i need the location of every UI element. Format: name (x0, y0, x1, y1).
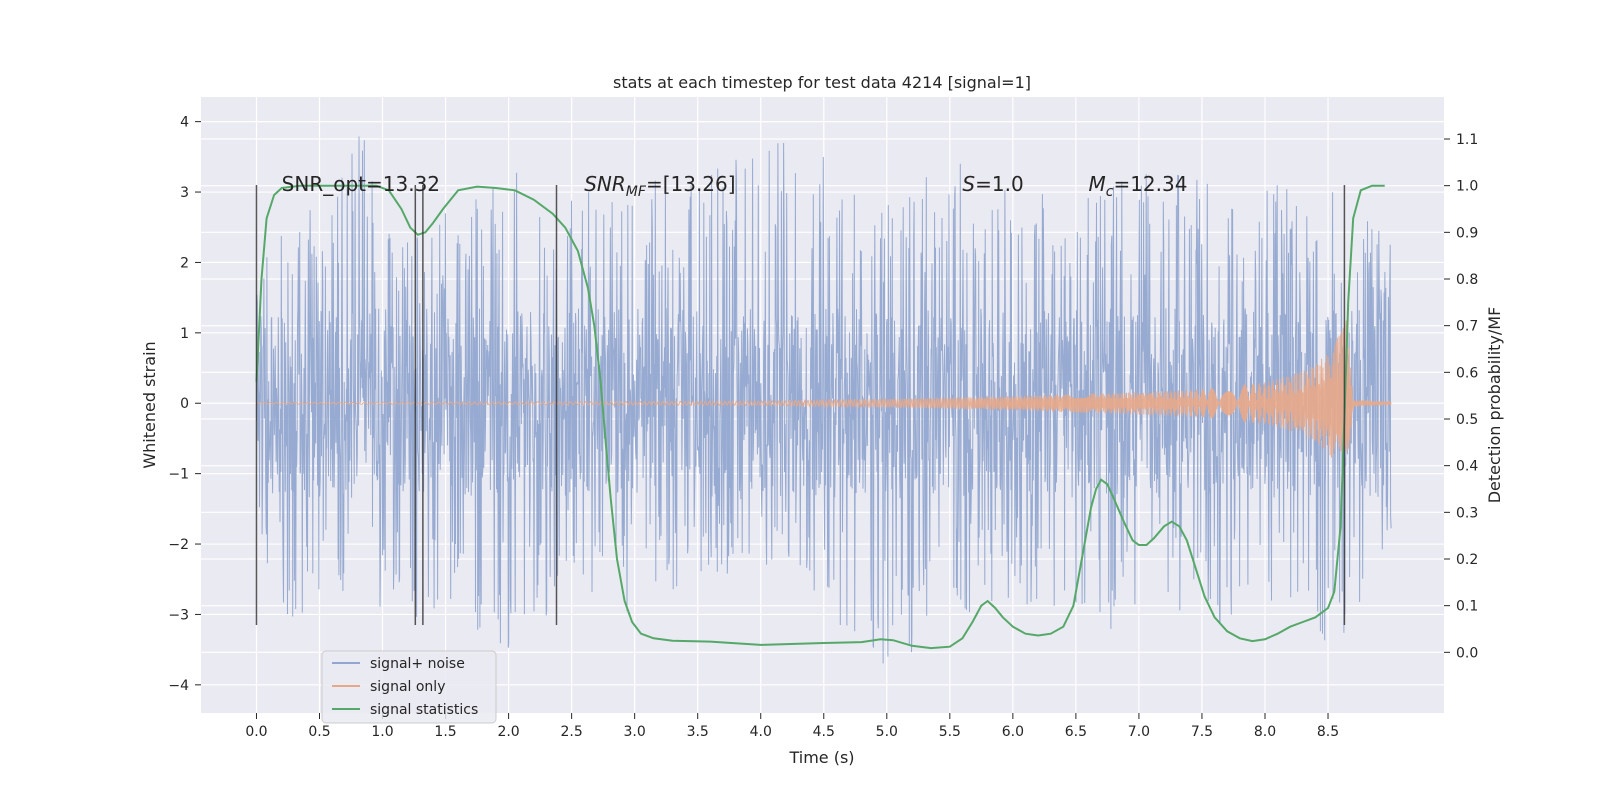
ticks: 0.0 0.5 1.0 1.5 2.0 2.5 3.0 3.5 4.0 4.5 5.0 5.5 6.0 6… (168, 115, 1478, 740)
y-tick-label-left: −2 (168, 537, 189, 553)
x-tick-label: 8.5 (1317, 724, 1339, 740)
x-tick-label: 2.5 (560, 724, 582, 740)
legend-label-signal-only: signal only (370, 679, 445, 695)
annotations: SNR_opt=13.32 SNRMF=[13.26] S=1.0 Mc=12.34 (282, 172, 1188, 200)
y-tick-label-left: −4 (168, 678, 189, 694)
y-tick-label-left: −1 (168, 467, 189, 483)
y-tick-label-right: 1.1 (1456, 132, 1478, 148)
y-tick-label-right: 0.1 (1456, 599, 1478, 615)
annotation-label: SNRMF=[13.26] (584, 172, 735, 200)
y-tick-label-right: 0.5 (1456, 412, 1478, 428)
x-tick-label: 0.5 (308, 724, 330, 740)
y-tick-label-right: 0.9 (1456, 225, 1478, 241)
y-tick-label-right: 0.3 (1456, 505, 1478, 521)
y-tick-label-left: −3 (168, 607, 189, 623)
annotation-label: SNR_opt=13.32 (282, 172, 440, 196)
x-tick-label: 7.0 (1128, 724, 1150, 740)
x-tick-label: 6.5 (1065, 724, 1087, 740)
y-tick-label-right: 0.4 (1456, 459, 1478, 475)
y-tick-label-left: 1 (180, 326, 189, 342)
x-axis-label: Time (s) (788, 748, 854, 767)
y-tick-label-right: 1.0 (1456, 179, 1478, 195)
annotation-label: S=1.0 (962, 172, 1023, 196)
x-tick-label: 0.0 (245, 724, 267, 740)
y-tick-label-right: 0.2 (1456, 552, 1478, 568)
x-tick-label: 3.0 (624, 724, 646, 740)
series-signal-noise (256, 136, 1392, 664)
y-tick-label-left: 0 (180, 396, 189, 412)
vertical-markers (255, 185, 1346, 625)
annotation-label: Mc=12.34 (1088, 172, 1187, 200)
legend-box (321, 650, 497, 724)
legend: signal+ noise signal only signal statist… (321, 650, 497, 724)
x-tick-label: 1.5 (434, 724, 456, 740)
y-tick-label-left: 2 (180, 255, 189, 271)
y-tick-label-right: 0.6 (1456, 365, 1478, 381)
y-tick-label-right: 0.0 (1456, 645, 1478, 661)
x-tick-label: 5.5 (939, 724, 961, 740)
legend-label-signal-noise: signal+ noise (370, 656, 465, 672)
x-tick-label: 5.0 (876, 724, 898, 740)
y-tick-label-right: 0.8 (1456, 272, 1478, 288)
chart-title: stats at each timestep for test data 421… (613, 73, 1031, 92)
series-signal-statistics (255, 184, 1385, 650)
y-axis-label-left: Whitened strain (140, 341, 159, 468)
x-tick-label: 4.5 (813, 724, 835, 740)
y-tick-label-left: 4 (180, 115, 189, 131)
legend-label-signal-statistics: signal statistics (370, 702, 478, 718)
x-tick-label: 3.5 (687, 724, 709, 740)
y-axis-label-right: Detection probability/MF (1485, 307, 1504, 504)
x-tick-label: 7.5 (1191, 724, 1213, 740)
x-tick-label: 2.0 (497, 724, 519, 740)
series-layer (255, 136, 1392, 664)
y-tick-label-right: 0.7 (1456, 319, 1478, 335)
x-tick-label: 4.0 (750, 724, 772, 740)
series-signal-only (256, 320, 1392, 458)
x-tick-label: 6.0 (1002, 724, 1024, 740)
x-tick-label: 1.0 (371, 724, 393, 740)
y-tick-label-left: 3 (180, 185, 189, 201)
x-tick-label: 8.0 (1254, 724, 1276, 740)
